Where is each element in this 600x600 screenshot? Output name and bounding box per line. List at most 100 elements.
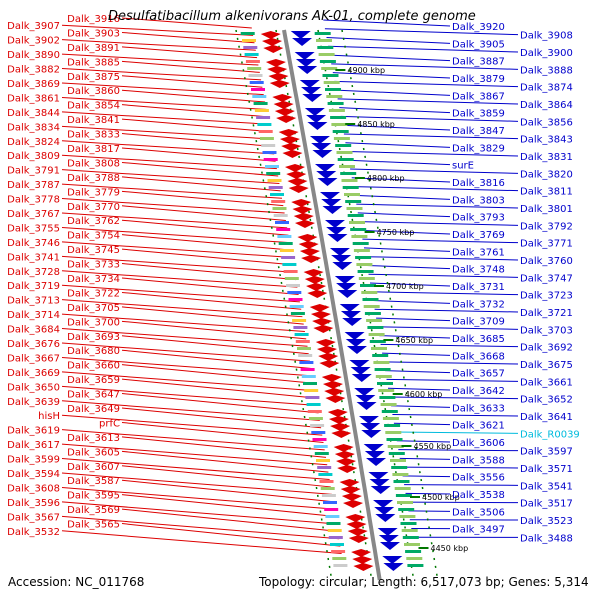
gene-label-reverse[interactable]: Dalk_3506 (452, 507, 505, 518)
gene-label-reverse[interactable]: Dalk_3541 (520, 481, 573, 492)
gene-label-forward[interactable]: Dalk_3649 (67, 404, 120, 415)
gene-label-forward[interactable]: Dalk_3660 (67, 361, 120, 372)
gene-label-reverse[interactable]: Dalk_3801 (520, 204, 573, 215)
gene-label-forward[interactable]: Dalk_3693 (67, 332, 120, 343)
gene-label-forward[interactable]: Dalk_3705 (67, 303, 120, 314)
gene-label-forward[interactable]: Dalk_3734 (67, 274, 120, 285)
gene-label-forward[interactable]: Dalk_3605 (67, 447, 120, 458)
gene-label-forward[interactable]: Dalk_3860 (67, 86, 120, 97)
gene-label-reverse[interactable]: Dalk_3497 (452, 525, 505, 536)
gene-label-forward[interactable]: Dalk_3587 (67, 476, 120, 487)
gene-label-forward[interactable]: Dalk_3714 (7, 310, 60, 321)
gene-label-forward[interactable]: Dalk_3891 (67, 43, 120, 54)
gene-label-reverse[interactable]: Dalk_3597 (520, 447, 573, 458)
gene-label-forward[interactable]: Dalk_3824 (7, 137, 60, 148)
gene-label-reverse[interactable]: Dalk_3792 (520, 221, 573, 232)
gene-label-reverse[interactable]: Dalk_3761 (452, 247, 505, 258)
gene-label-forward[interactable]: Dalk_3841 (67, 115, 120, 126)
gene-label-forward[interactable]: prfC (99, 418, 120, 429)
gene-label-reverse[interactable]: Dalk_3803 (452, 195, 505, 206)
gene-label-forward[interactable]: Dalk_3916 (67, 14, 120, 25)
gene-label-reverse[interactable]: Dalk_3748 (452, 265, 505, 276)
gene-label-forward[interactable]: Dalk_3599 (7, 455, 60, 466)
gene-label-reverse[interactable]: Dalk_3538 (452, 490, 505, 501)
gene-label-reverse[interactable]: Dalk_3571 (520, 464, 573, 475)
gene-label-forward[interactable]: Dalk_3882 (7, 65, 60, 76)
gene-label-reverse[interactable]: Dalk_3685 (452, 334, 505, 345)
gene-label-forward[interactable]: Dalk_3650 (7, 382, 60, 393)
gene-label-forward[interactable]: Dalk_3676 (7, 339, 60, 350)
gene-label-forward[interactable]: Dalk_3596 (7, 498, 60, 509)
gene-label-forward[interactable]: Dalk_3613 (67, 433, 120, 444)
gene-label-forward[interactable]: Dalk_3844 (7, 108, 60, 119)
gene-label-reverse[interactable]: Dalk_3856 (520, 117, 573, 128)
gene-label-reverse[interactable]: Dalk_3675 (520, 360, 573, 371)
gene-label-reverse[interactable]: Dalk_3905 (452, 39, 505, 50)
gene-label-reverse[interactable]: Dalk_3642 (452, 386, 505, 397)
gene-label-forward[interactable]: Dalk_3746 (7, 238, 60, 249)
gene-label-reverse[interactable]: Dalk_3831 (520, 152, 573, 163)
gene-label-forward[interactable]: Dalk_3669 (7, 368, 60, 379)
gene-label-forward[interactable]: Dalk_3808 (67, 158, 120, 169)
gene-label-reverse[interactable]: Dalk_3517 (520, 499, 573, 510)
gene-label-reverse[interactable]: Dalk_3703 (520, 325, 573, 336)
gene-label-reverse[interactable]: Dalk_3633 (452, 403, 505, 414)
gene-label-forward[interactable]: Dalk_3639 (7, 397, 60, 408)
gene-label-reverse[interactable]: Dalk_3793 (452, 213, 505, 224)
gene-label-forward[interactable]: Dalk_3875 (67, 72, 120, 83)
gene-label-forward[interactable]: Dalk_3778 (7, 195, 60, 206)
gene-label-reverse[interactable]: Dalk_3859 (452, 109, 505, 120)
gene-label-forward[interactable]: Dalk_3680 (67, 346, 120, 357)
gene-label-forward[interactable]: hisH (38, 411, 60, 422)
gene-label-reverse[interactable]: Dalk_3900 (520, 48, 573, 59)
gene-label-forward[interactable]: Dalk_3834 (7, 122, 60, 133)
gene-label-forward[interactable]: Dalk_3788 (67, 173, 120, 184)
gene-label-reverse[interactable]: Dalk_3661 (520, 377, 573, 388)
gene-label-forward[interactable]: Dalk_3767 (7, 209, 60, 220)
gene-label-forward[interactable]: Dalk_3791 (7, 166, 60, 177)
gene-label-reverse[interactable]: Dalk_R0039 (520, 429, 580, 440)
gene-label-forward[interactable]: Dalk_3809 (7, 151, 60, 162)
gene-label-forward[interactable]: Dalk_3762 (67, 216, 120, 227)
gene-label-reverse[interactable]: Dalk_3709 (452, 317, 505, 328)
gene-label-forward[interactable]: Dalk_3779 (67, 187, 120, 198)
gene-label-forward[interactable]: Dalk_3647 (67, 390, 120, 401)
gene-label-forward[interactable]: Dalk_3869 (7, 79, 60, 90)
gene-label-reverse[interactable]: Dalk_3887 (452, 57, 505, 68)
gene-label-reverse[interactable]: Dalk_3692 (520, 343, 573, 354)
gene-label-reverse[interactable]: Dalk_3760 (520, 256, 573, 267)
gene-label-forward[interactable]: Dalk_3619 (7, 426, 60, 437)
gene-label-forward[interactable]: Dalk_3594 (7, 469, 60, 480)
gene-label-forward[interactable]: Dalk_3902 (7, 36, 60, 47)
gene-label-forward[interactable]: Dalk_3565 (67, 520, 120, 531)
gene-label-forward[interactable]: Dalk_3745 (67, 245, 120, 256)
gene-label-forward[interactable]: Dalk_3861 (7, 93, 60, 104)
gene-label-reverse[interactable]: Dalk_3816 (452, 178, 505, 189)
gene-label-reverse[interactable]: Dalk_3556 (452, 473, 505, 484)
gene-label-forward[interactable]: Dalk_3684 (7, 325, 60, 336)
gene-label-reverse[interactable]: Dalk_3879 (452, 74, 505, 85)
gene-label-reverse[interactable]: Dalk_3657 (452, 369, 505, 380)
gene-label-forward[interactable]: Dalk_3854 (67, 101, 120, 112)
gene-label-forward[interactable]: Dalk_3728 (7, 267, 60, 278)
gene-label-reverse[interactable]: Dalk_3747 (520, 273, 573, 284)
gene-label-reverse[interactable]: Dalk_3829 (452, 143, 505, 154)
gene-label-reverse[interactable]: Dalk_3488 (520, 533, 573, 544)
gene-label-forward[interactable]: Dalk_3659 (67, 375, 120, 386)
gene-label-reverse[interactable]: Dalk_3668 (452, 351, 505, 362)
gene-label-forward[interactable]: Dalk_3755 (7, 223, 60, 234)
gene-label-forward[interactable]: Dalk_3617 (7, 440, 60, 451)
gene-label-forward[interactable]: Dalk_3595 (67, 491, 120, 502)
gene-label-forward[interactable]: Dalk_3667 (7, 353, 60, 364)
gene-label-reverse[interactable]: Dalk_3769 (452, 230, 505, 241)
gene-label-forward[interactable]: Dalk_3722 (67, 288, 120, 299)
gene-label-reverse[interactable]: Dalk_3820 (520, 169, 573, 180)
gene-label-forward[interactable]: Dalk_3885 (67, 57, 120, 68)
gene-label-reverse[interactable]: Dalk_3621 (452, 421, 505, 432)
gene-label-reverse[interactable]: Dalk_3811 (520, 187, 573, 198)
gene-label-reverse[interactable]: Dalk_3723 (520, 291, 573, 302)
gene-label-forward[interactable]: Dalk_3754 (67, 231, 120, 242)
gene-label-forward[interactable]: Dalk_3890 (7, 50, 60, 61)
gene-label-reverse[interactable]: Dalk_3867 (452, 91, 505, 102)
gene-label-forward[interactable]: Dalk_3713 (7, 296, 60, 307)
